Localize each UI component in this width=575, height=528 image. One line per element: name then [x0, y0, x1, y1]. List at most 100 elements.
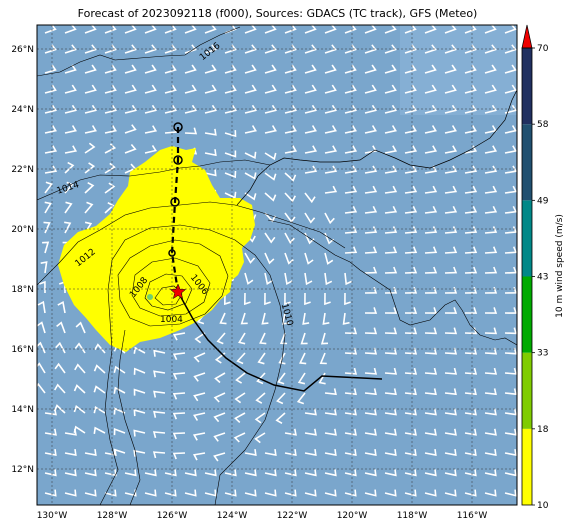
wind-barb	[344, 489, 357, 497]
wind-barb	[344, 226, 358, 234]
wind-barb	[224, 44, 237, 54]
wind-barb	[384, 347, 398, 355]
wind-barb	[172, 432, 186, 440]
wind-barb	[37, 300, 46, 314]
wind-barb	[254, 412, 266, 424]
wind-barb	[104, 489, 117, 497]
contour-label-1004: 1004	[160, 315, 183, 325]
wind-barb	[444, 125, 457, 134]
wind-speed-region-yellow	[58, 146, 255, 352]
wind-barb	[404, 145, 418, 154]
wind-barb	[504, 266, 517, 274]
wind-barb	[364, 327, 378, 335]
wind-barb	[172, 412, 186, 420]
wind-barb	[42, 241, 50, 254]
wind-barb	[113, 427, 126, 436]
wind-barb	[304, 104, 317, 114]
wind-barb	[344, 272, 353, 286]
wind-barb	[404, 428, 417, 436]
wind-barb	[344, 292, 351, 306]
wind-barb	[64, 181, 74, 194]
wind-barb	[193, 392, 206, 402]
wind-barb	[364, 165, 378, 174]
colorbar: 10 18 33 43 49 58 70 10 m wind speed (m/s)	[521, 24, 565, 511]
wind-barb	[384, 408, 397, 416]
wind-barb	[404, 25, 417, 34]
wind-barb	[484, 104, 497, 114]
wind-barb	[213, 392, 226, 403]
wind-barb	[44, 201, 52, 214]
wind-barb	[404, 347, 418, 355]
wind-barb	[404, 205, 418, 214]
wind-barb	[264, 25, 277, 34]
wind-barb	[384, 185, 398, 194]
colorbar-tick-label: 43	[537, 273, 548, 283]
wind-barb	[243, 292, 251, 306]
wind-barb	[44, 145, 58, 154]
wind-barb	[324, 25, 337, 34]
wind-barb	[153, 410, 166, 418]
wind-barb	[344, 408, 357, 416]
wind-barb	[152, 431, 166, 439]
wind-barb	[244, 448, 257, 456]
wind-barb	[172, 372, 186, 380]
wind-barb	[484, 246, 498, 254]
lon-tick-label: 118°W	[397, 511, 428, 521]
wind-barb	[144, 144, 157, 154]
wind-barb	[44, 64, 57, 74]
wind-barb	[44, 181, 53, 194]
wind-barb	[304, 408, 317, 416]
wind-barb	[284, 428, 297, 436]
wind-barb	[364, 25, 377, 34]
wind-barb	[213, 412, 226, 423]
wind-barb	[44, 165, 58, 174]
wind-barb	[464, 205, 478, 214]
wind-barb	[504, 428, 517, 436]
wind-barb	[224, 104, 237, 114]
wind-barb	[124, 44, 137, 54]
wind-barb	[93, 385, 106, 394]
wind-barb	[484, 388, 497, 396]
wind-barb	[504, 104, 517, 114]
wind-barb	[320, 332, 329, 345]
wind-barb	[264, 192, 277, 202]
wind-barb	[304, 212, 316, 224]
wind-barb	[264, 448, 277, 456]
wind-barb	[54, 383, 66, 394]
wind-barb	[304, 448, 317, 456]
wind-barb	[484, 145, 498, 154]
wind-barb	[64, 104, 77, 114]
lat-tick-label: 20°N	[11, 225, 34, 235]
wind-barb	[322, 312, 330, 325]
wind-barb	[484, 165, 498, 174]
wind-barb	[384, 104, 397, 114]
wind-barb	[254, 432, 266, 444]
wind-barb	[364, 489, 377, 497]
wind-barb	[64, 84, 77, 94]
colorbar-segment	[522, 352, 532, 429]
wind-barb	[133, 388, 146, 396]
wind-barb	[284, 212, 296, 224]
wind-barb	[404, 165, 418, 174]
wind-barb	[424, 469, 437, 477]
wind-barb	[204, 104, 217, 114]
wind-barb	[44, 469, 57, 477]
wind-barb	[244, 172, 257, 180]
wind-barb	[204, 469, 217, 477]
wind-barb	[324, 408, 337, 416]
wind-barb	[424, 266, 438, 274]
wind-barb	[153, 390, 166, 398]
wind-barb	[324, 388, 337, 396]
wind-barb	[256, 372, 266, 385]
wind-barb	[464, 25, 477, 34]
wind-barb	[364, 388, 377, 396]
wind-barb	[464, 185, 478, 194]
wind-barb	[284, 192, 297, 203]
wind-barb	[64, 221, 72, 234]
wind-barb	[384, 428, 397, 436]
wind-barb	[344, 25, 357, 34]
wind-barb	[384, 448, 397, 456]
wind-barb	[504, 307, 517, 314]
wind-barb	[104, 44, 117, 54]
wind-barb	[184, 25, 197, 34]
